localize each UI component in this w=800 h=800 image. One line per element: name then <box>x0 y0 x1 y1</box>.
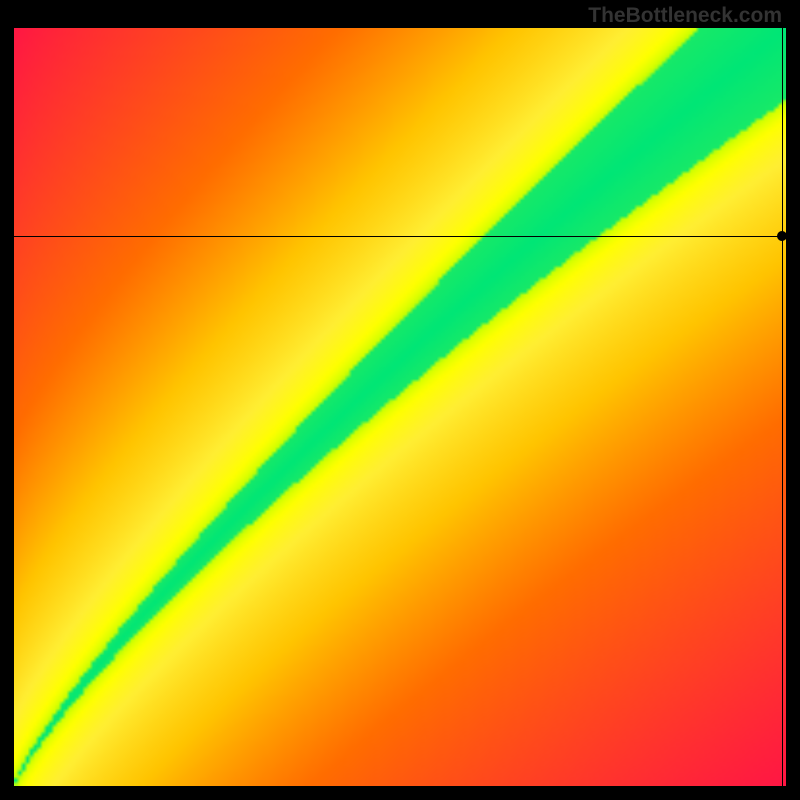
crosshair-marker-dot <box>777 231 787 241</box>
watermark-text: TheBottleneck.com <box>588 4 782 28</box>
bottleneck-heatmap <box>14 28 786 786</box>
heatmap-canvas <box>14 28 786 786</box>
crosshair-horizontal-line <box>14 236 800 237</box>
crosshair-vertical-line <box>782 28 783 800</box>
